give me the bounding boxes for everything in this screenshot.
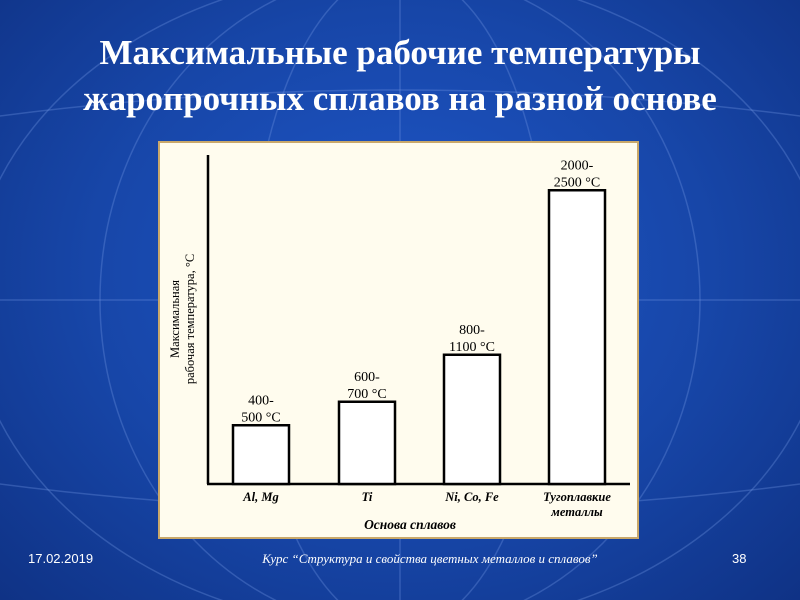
category-label-1: Al, Mg — [242, 490, 278, 504]
slide-title-line-1: Максимальные рабочие температуры — [99, 33, 701, 72]
chart-panel: Максимальная рабочая температура, °С 400… — [158, 141, 639, 539]
y-axis-label-line-1: Максимальная — [168, 280, 182, 358]
category-label-3: Ni, Co, Fe — [444, 490, 499, 504]
bar-label-top-4: 2000- — [561, 158, 594, 173]
x-axis-label: Основа сплавов — [364, 517, 456, 532]
bar-label-bottom-3: 1100 °С — [449, 340, 495, 355]
bar-chart: Максимальная рабочая температура, °С 400… — [168, 155, 630, 532]
footer-date: 17.02.2019 — [28, 551, 94, 566]
bar-label-top-3: 800- — [459, 323, 485, 338]
category-label-4-line-1: Тугоплавкие — [543, 490, 611, 504]
bar-1 — [231, 424, 291, 486]
bar-label-top-1: 400- — [248, 393, 274, 408]
footer-course-name: Курс “Структура и свойства цветных метал… — [262, 551, 598, 566]
slide-title: Максимальные рабочие температуры жаропро… — [20, 30, 780, 122]
bar-2 — [337, 400, 397, 486]
y-axis-label-line-2: рабочая температура, °С — [183, 254, 197, 384]
bar-4 — [547, 189, 607, 486]
bar-label-bottom-4: 2500 °С — [554, 175, 600, 190]
category-label-4-line-2: металлы — [550, 505, 603, 519]
slide-title-line-2: жаропрочных сплавов на разной основе — [83, 79, 717, 118]
bar-3 — [442, 353, 502, 486]
footer-page-number: 38 — [732, 551, 747, 566]
bar-label-bottom-2: 700 °С — [347, 387, 386, 402]
bar-label-bottom-1: 500 °С — [241, 410, 280, 425]
bar-label-top-2: 600- — [354, 370, 380, 385]
category-label-2: Ti — [362, 490, 373, 504]
